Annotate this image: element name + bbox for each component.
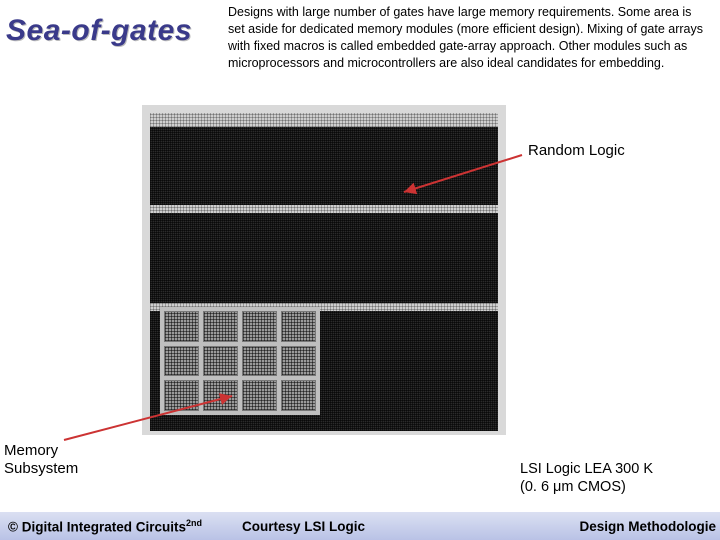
memory-cell [203, 380, 238, 411]
memory-cell [281, 380, 316, 411]
chip-texture [150, 113, 498, 427]
chip-die-image [142, 105, 506, 435]
page-title: Sea-of-gates [6, 14, 192, 48]
footer-copyright: © Digital Integrated Circuits2nd [8, 518, 202, 535]
label-memory-line2: Subsystem [4, 460, 78, 477]
footer-copyright-sup: 2nd [186, 518, 202, 528]
footer-copyright-text: © Digital Integrated Circuits [8, 519, 186, 534]
label-memory-line1: Memory [4, 442, 58, 459]
memory-cell [203, 311, 238, 342]
memory-cell [164, 311, 199, 342]
chip-dense-region [150, 127, 498, 205]
footer-bar: © Digital Integrated Circuits2nd Courtes… [0, 512, 720, 540]
chip-dense-region [150, 213, 498, 303]
memory-cell [242, 380, 277, 411]
memory-cell [281, 346, 316, 377]
label-random-logic: Random Logic [528, 142, 625, 159]
lsi-line2: (0. 6 μm CMOS) [520, 479, 626, 495]
footer-right-text: Design Methodologie [580, 519, 717, 534]
memory-cell [164, 380, 199, 411]
memory-cell [242, 346, 277, 377]
memory-cell [281, 311, 316, 342]
footer-courtesy: Courtesy LSI Logic [242, 519, 365, 534]
label-memory-subsystem: Memory Subsystem [4, 442, 78, 478]
lsi-line1: LSI Logic LEA 300 K [520, 461, 653, 477]
memory-cell [164, 346, 199, 377]
memory-subsystem-block [160, 307, 320, 415]
label-lsi-caption: LSI Logic LEA 300 K (0. 6 μm CMOS) [520, 460, 653, 496]
memory-cell [242, 311, 277, 342]
memory-cell [203, 346, 238, 377]
description-text: Designs with large number of gates have … [228, 4, 708, 72]
